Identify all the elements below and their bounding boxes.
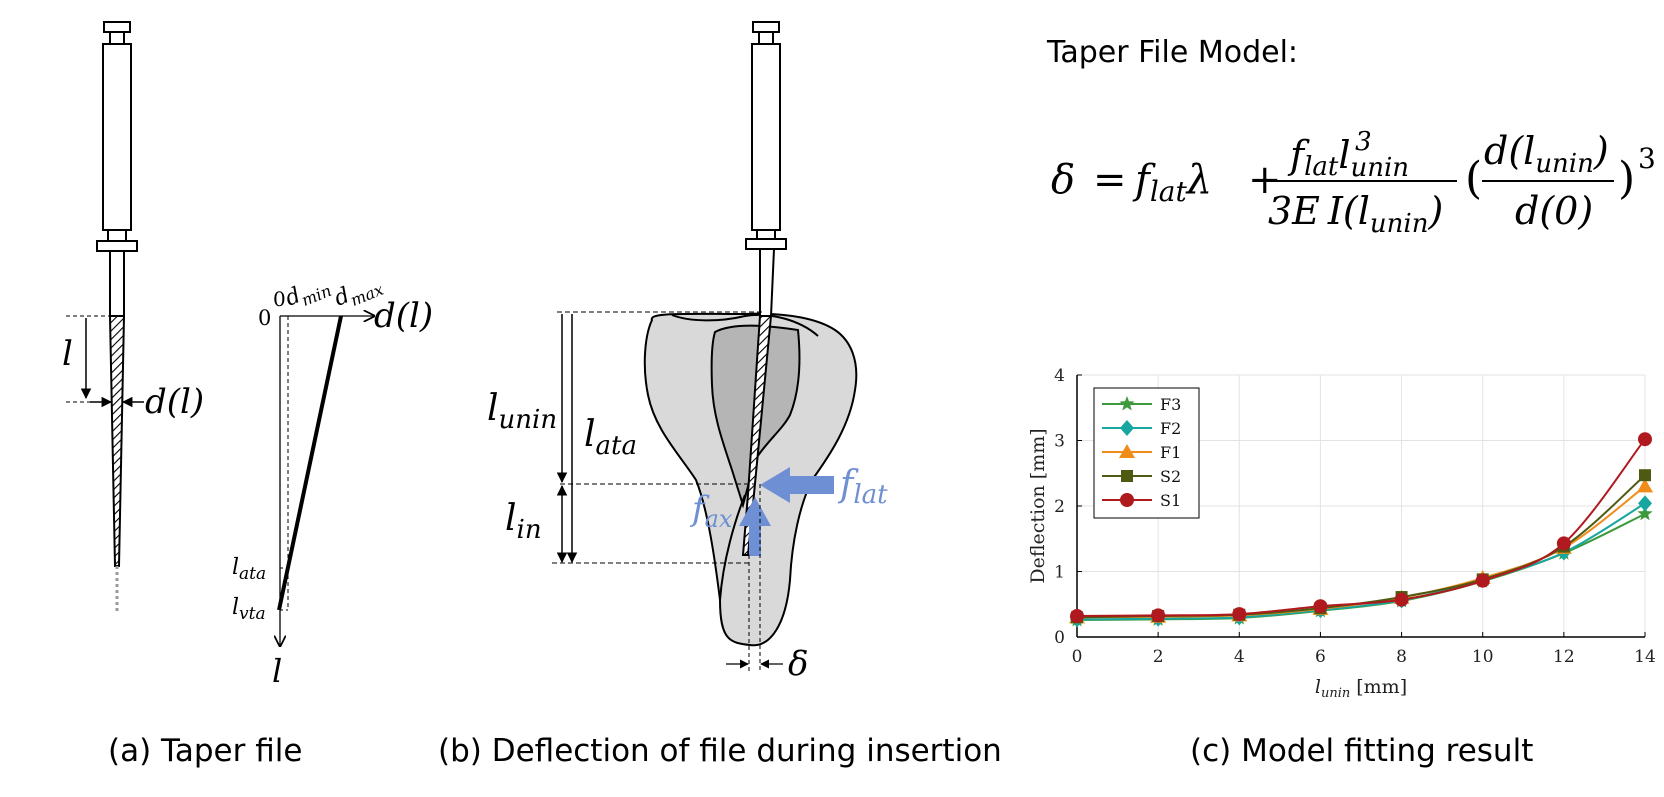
model-equation: Taper File Model: δ = flatλ + flatlunin3…	[1046, 35, 1656, 239]
data-point-s1	[1638, 432, 1652, 447]
legend: F3 F2 F1 S2 S1	[1093, 387, 1200, 519]
eq-numerator: flatlunin3	[1287, 127, 1409, 183]
legend-marker-s1	[1120, 493, 1134, 507]
data-point-s1	[1394, 592, 1409, 607]
lata-label: lata	[232, 555, 266, 584]
axis-zero-top: 0	[273, 287, 286, 311]
inserted-file	[741, 21, 787, 556]
flat-label: flat	[837, 464, 888, 510]
eq-denominator: 3E I(lunin)	[1268, 189, 1443, 239]
model-heading: Taper File Model:	[1046, 35, 1298, 70]
lin-label: lin	[505, 498, 542, 545]
legend-label-f3: F3	[1160, 395, 1181, 414]
x-tick-label: 2	[1153, 647, 1164, 667]
x-tick-label: 12	[1553, 647, 1575, 667]
y-tick-label: 1	[1054, 563, 1065, 583]
lata-b-label: lata	[584, 414, 637, 461]
crown-rim	[671, 314, 819, 337]
x-tick-label: 4	[1234, 647, 1245, 667]
series-line-f2	[1076, 502, 1646, 621]
delta-label: δ	[788, 644, 808, 684]
eq-frac2-num: d(lunin)	[1484, 129, 1609, 179]
data-point-f3	[1637, 505, 1653, 521]
x-axis-label: lunin [mm]	[1315, 676, 1407, 701]
axis-d-label: d(l)	[374, 296, 433, 336]
eq-flat: flatλ	[1132, 157, 1212, 208]
legend-label-s1: S1	[1160, 491, 1181, 510]
diameter-line	[277, 315, 343, 611]
y-axis-label: Deflection [mm]	[1027, 428, 1049, 583]
axis-l-label: l	[272, 652, 282, 690]
y-tick-label: 2	[1054, 497, 1065, 517]
data-point-s2	[1639, 469, 1651, 482]
legend-label-f1: F1	[1160, 443, 1181, 462]
lunin-label: lunin	[487, 388, 557, 435]
diameter-plot: 0 0 dmin dmax d(l) lata lvta l	[232, 272, 433, 690]
caption-c: (c) Model fitting result	[1190, 733, 1533, 769]
lvta-label: lvta	[232, 595, 266, 624]
legend-marker-f2	[1120, 420, 1134, 436]
fax-label: fax	[689, 489, 733, 533]
taper-file-drawing	[96, 21, 138, 567]
eq-outer-exp: 3	[1638, 142, 1656, 175]
data-point-s1	[1313, 599, 1328, 614]
data-point-s1	[1556, 536, 1571, 551]
eq-delta: δ	[1051, 157, 1075, 203]
lateral-force-arrow	[760, 467, 834, 503]
legend-label-s2: S2	[1160, 467, 1181, 486]
panel-a: l d(l) 0 0 dmin dmax d(l) lata lvta l (	[62, 21, 433, 769]
legend-marker-s2	[1121, 470, 1133, 482]
data-point-f1	[1637, 478, 1653, 493]
panel-b: lunin lata lin flat fax δ (b) Deflection…	[438, 21, 1002, 769]
eq-equals: =	[1093, 157, 1127, 203]
series-s1	[1070, 432, 1652, 624]
caption-b: (b) Deflection of file during insertion	[438, 733, 1002, 769]
eq-paren-close: )	[1618, 153, 1635, 204]
svg-text:dmin: dmin	[282, 272, 334, 316]
y-tick-label: 3	[1054, 432, 1065, 452]
y-tick-label: 4	[1054, 366, 1065, 386]
legend-marker-f1	[1119, 444, 1135, 458]
x-tick-label: 8	[1396, 647, 1407, 667]
eq-frac2-den: d(0)	[1515, 189, 1593, 233]
axial-force-arrow	[739, 497, 771, 556]
legend-label-f2: F2	[1160, 419, 1181, 438]
dmin-label: dmin	[282, 272, 334, 316]
x-tick-label: 14	[1634, 647, 1656, 667]
data-point-s1	[1070, 609, 1084, 624]
data-point-f2	[1638, 495, 1652, 512]
eq-paren-open: (	[1465, 153, 1482, 204]
root-canal-line	[719, 494, 746, 601]
x-tick-label: 6	[1315, 647, 1326, 667]
y-tick-label: 0	[1054, 628, 1065, 648]
legend-marker-f3	[1119, 396, 1135, 411]
x-tick-label: 10	[1472, 647, 1494, 667]
data-point-s1	[1232, 607, 1247, 622]
axis-zero-left: 0	[258, 306, 271, 330]
x-tick-label: 0	[1072, 647, 1083, 667]
label-dl: d(l)	[145, 382, 204, 422]
caption-a: (a) Taper file	[108, 733, 302, 769]
data-point-s1	[1475, 573, 1490, 588]
label-l: l	[62, 334, 73, 374]
data-point-s1	[1151, 608, 1166, 623]
